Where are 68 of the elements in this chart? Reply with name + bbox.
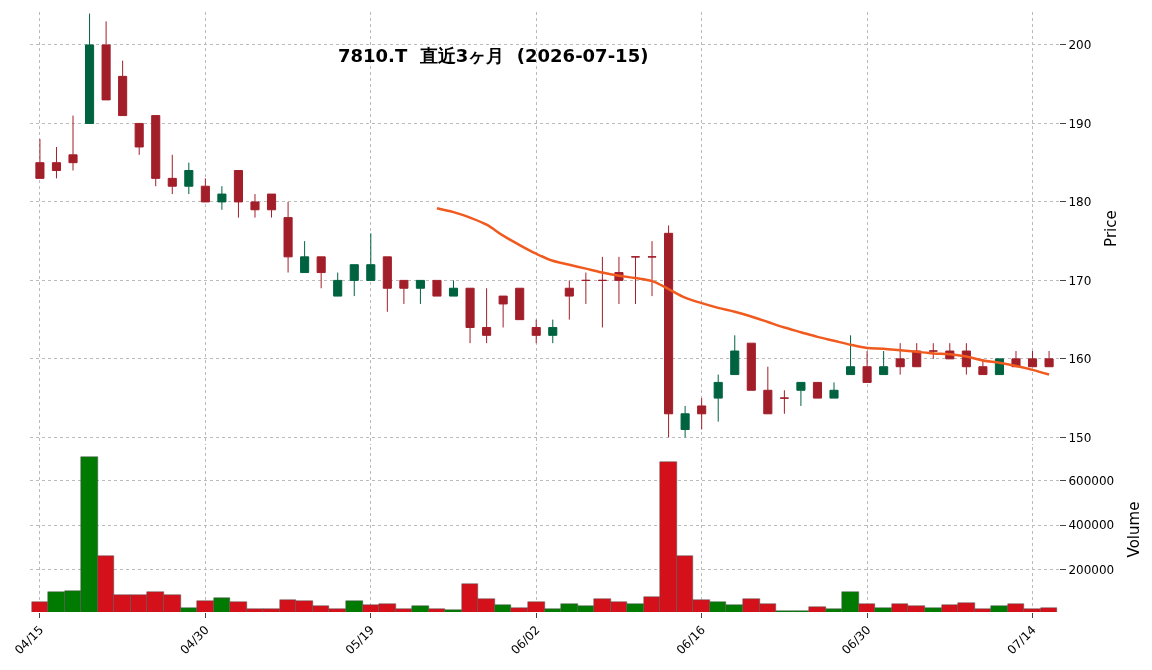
y-tick-label: 190: [1068, 116, 1092, 131]
candlestick: [118, 60, 128, 117]
candlestick: [796, 381, 806, 407]
candlestick: [548, 319, 558, 344]
candlestick: [597, 256, 607, 328]
candlestick: [515, 287, 525, 321]
candlestick: [895, 342, 905, 376]
y-tick-label: 200000: [1068, 562, 1115, 577]
candlestick: [713, 374, 723, 423]
y-axis-title: Volume: [1125, 501, 1144, 558]
candlestick: [730, 334, 740, 376]
candlestick: [399, 279, 409, 305]
y-tick-label: 160: [1068, 352, 1092, 367]
candlestick: [349, 264, 359, 297]
candlestick: [482, 287, 492, 344]
candlestick: [879, 350, 889, 376]
candlestick: [101, 20, 111, 101]
y-tick-label: 170: [1068, 273, 1092, 288]
y-tick-label: 180: [1068, 195, 1092, 210]
y-tick-label: 600000: [1068, 474, 1115, 488]
candlestick: [531, 319, 541, 344]
candlestick: [498, 295, 508, 328]
candlestick: [217, 185, 227, 211]
candlestick: [366, 232, 376, 281]
candlestick: [564, 279, 574, 321]
candlestick: [300, 240, 310, 274]
candlestick: [465, 287, 475, 344]
candlestick: [448, 279, 459, 297]
candlestick: [581, 272, 591, 305]
candlestick: [233, 170, 243, 219]
candlestick: [68, 115, 78, 172]
candlestick: [415, 279, 425, 305]
y-axis-title: Price: [1102, 210, 1121, 247]
candlestick: [283, 201, 293, 274]
line-series: [435, 206, 1051, 376]
candlestick: [432, 279, 442, 297]
candlestick: [250, 193, 260, 219]
candlestick: [779, 389, 789, 415]
y-tick-label: 400000: [1068, 518, 1115, 533]
candlestick: [167, 154, 177, 195]
candlestick: [862, 350, 872, 383]
candlestick: [664, 224, 674, 438]
candlestick: [266, 193, 277, 219]
candlestick: [846, 334, 856, 376]
candlestick: [812, 381, 823, 399]
candlestick: [382, 256, 392, 313]
candlestick: [1027, 350, 1038, 368]
y-tick-label: 200: [1068, 38, 1092, 53]
candlestick: [763, 366, 773, 415]
candlestick: [35, 138, 45, 179]
candlestick: [746, 342, 756, 391]
candlestick: [630, 256, 641, 305]
candlestick: [184, 162, 194, 195]
candlestick: [333, 272, 343, 297]
candlestick: [151, 115, 161, 187]
candlestick: [928, 342, 938, 360]
text: 7810.T 直近3ヶ月 (2026-07-15): [338, 45, 649, 66]
candlestick: [680, 405, 690, 438]
candlestick: [85, 13, 95, 124]
candlestick: [1044, 350, 1054, 368]
candlestick: [697, 397, 707, 430]
y-tick-label: 150: [1068, 430, 1092, 445]
candlestick: [829, 381, 839, 399]
candlestick: [134, 122, 144, 156]
candlestick: [316, 256, 326, 289]
candlestick: [200, 177, 210, 203]
candlestick: [647, 240, 657, 297]
candlestick: [51, 146, 62, 179]
